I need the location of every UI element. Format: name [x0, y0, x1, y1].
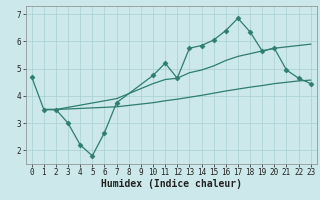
- X-axis label: Humidex (Indice chaleur): Humidex (Indice chaleur): [101, 179, 242, 189]
